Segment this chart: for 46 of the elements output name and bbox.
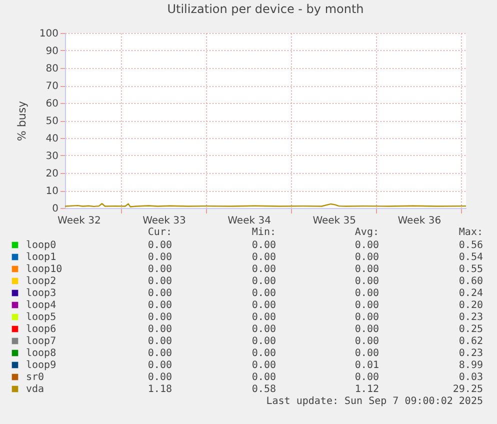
legend-label: loop6 xyxy=(26,324,56,335)
text: Cur: Min: Avg: Max: xyxy=(148,227,483,238)
legend-label: sr0 xyxy=(26,372,44,383)
y-tick-label: 50 xyxy=(46,116,58,127)
text: 0.00 0.00 0.00 0.24 xyxy=(148,288,483,299)
legend-label: loop8 xyxy=(26,348,56,359)
text: 0.00 0.00 0.00 0.60 xyxy=(148,276,483,287)
y-tick-label: 80 xyxy=(46,64,58,74)
text: 0.00 0.00 0.00 0.23 xyxy=(148,312,483,323)
text: 0.00 0.00 0.00 0.56 xyxy=(148,240,483,251)
y-tick-label: 20 xyxy=(46,168,58,180)
y-tick-label: 60 xyxy=(46,98,58,110)
x-tick-label: Week 32 xyxy=(58,216,101,226)
text: 0.00 0.00 0.00 0.55 xyxy=(148,264,483,275)
y-tick-label: 40 xyxy=(46,134,58,144)
text: 0.00 0.00 0.00 0.62 xyxy=(148,336,483,347)
x-tick-label: Week 36 xyxy=(398,216,442,226)
legend-label: loop4 xyxy=(26,300,56,311)
y-tick-label: 0 xyxy=(52,204,58,214)
y-tick-label: 100 xyxy=(39,28,58,40)
legend-label: loop5 xyxy=(26,312,56,323)
x-tick-label: Week 35 xyxy=(312,216,356,226)
y-axis-title: % busy xyxy=(15,100,28,142)
y-tick-label: 90 xyxy=(46,46,58,57)
x-tick-label: Week 34 xyxy=(228,216,271,226)
legend-label: loop2 xyxy=(26,276,56,287)
legend-label: loop1 xyxy=(26,252,56,263)
text: Last update: Sun Sep 7 09:00:02 2025 xyxy=(266,396,483,407)
legend-label: loop0 xyxy=(26,240,56,251)
legend-label: loop10 xyxy=(26,264,62,275)
text: 0.00 0.00 0.00 0.25 xyxy=(148,324,483,335)
legend-label: loop7 xyxy=(26,336,56,347)
y-tick-label: 30 xyxy=(46,151,58,162)
chart-title: Utilization per device - by month xyxy=(167,2,364,16)
text: 0.00 0.00 0.00 0.03 xyxy=(148,372,483,383)
y-tick-label: 10 xyxy=(46,186,58,197)
legend-label: vda xyxy=(26,384,44,395)
y-tick-label: 70 xyxy=(46,81,58,92)
text: 0.00 0.00 0.00 0.54 xyxy=(148,252,483,263)
x-tick-label: Week 33 xyxy=(142,216,186,226)
text: 0.00 0.00 0.00 0.20 xyxy=(148,300,483,311)
text: 1.18 0.58 1.12 29.25 xyxy=(148,384,483,395)
legend-label: loop9 xyxy=(26,360,56,371)
text: 0.00 0.00 0.00 0.23 xyxy=(148,348,483,359)
text: 0.00 0.00 0.01 8.99 xyxy=(148,360,483,371)
legend-label: loop3 xyxy=(26,288,56,299)
